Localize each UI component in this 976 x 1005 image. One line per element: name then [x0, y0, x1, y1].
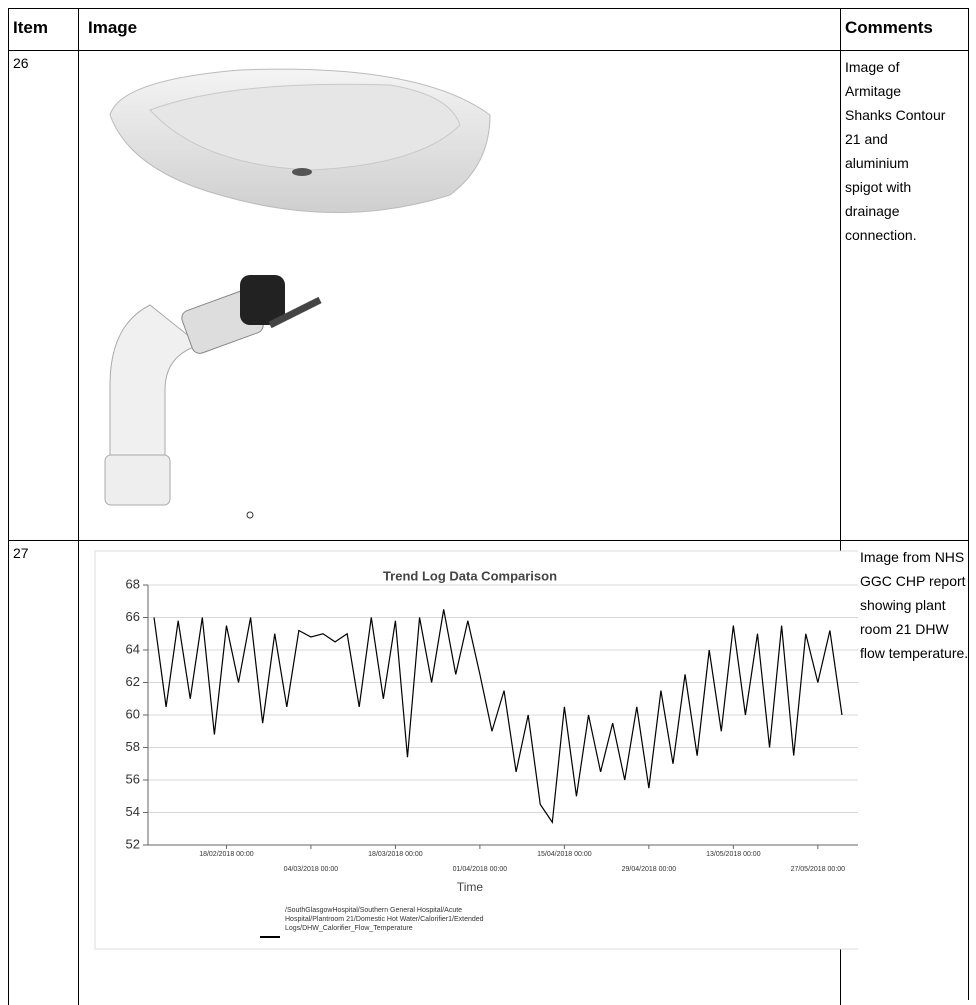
- table-border: [8, 8, 9, 1005]
- y-tick-label: 62: [126, 674, 140, 689]
- chart: Trend Log Data Comparison Time 52 54 56 58 6…: [94, 550, 858, 950]
- y-tick-label: 52: [126, 836, 140, 851]
- x-tick-label: 18/02/2018 00:00: [199, 851, 254, 858]
- x-tick-label: 15/04/2018 00:00: [537, 851, 592, 858]
- spigot-image: [104, 275, 322, 519]
- y-tick-label: 68: [126, 576, 140, 591]
- y-tick-label: 58: [126, 739, 140, 754]
- table-border: [8, 8, 968, 9]
- comment: Image of Armitage Shanks Contour 21 and …: [845, 59, 946, 243]
- header-cell: Image: [88, 18, 138, 37]
- y-tick-label: 64: [126, 641, 140, 656]
- y-tick-label: 54: [126, 804, 140, 819]
- table-border: [968, 8, 969, 1000]
- x-tick-label: 18/03/2018 00:00: [368, 851, 423, 858]
- comment: Image from NHS GGC CHP report showing pl…: [860, 549, 969, 661]
- item-number: 26: [13, 55, 29, 71]
- x-tick-label: 27/05/2018 00:00: [791, 866, 846, 873]
- data-line: [153, 609, 843, 824]
- legend-label: /SouthGlasgowHospital/Southern General H…: [285, 907, 484, 932]
- table-border: [78, 8, 79, 1005]
- x-tick-label: 01/04/2018 00:00: [453, 866, 508, 873]
- x-tick-label: 29/04/2018 00:00: [622, 866, 677, 873]
- table-border: [8, 50, 968, 51]
- header-cell: Comments: [845, 18, 933, 37]
- x-tick-label: 13/05/2018 00:00: [706, 851, 761, 858]
- sink-image: [109, 68, 491, 213]
- x-axis-label: Time: [457, 880, 484, 894]
- product-images: [104, 68, 491, 519]
- item-number: 27: [13, 545, 29, 561]
- x-tick-label: 04/03/2018 00:00: [284, 866, 339, 873]
- y-tick-label: 56: [126, 771, 140, 786]
- y-tick-label: 60: [126, 706, 140, 721]
- header-cell: Item: [13, 18, 48, 37]
- y-tick-label: 66: [126, 609, 140, 624]
- chart-title: Trend Log Data Comparison: [383, 568, 557, 583]
- table-border: [840, 8, 841, 1005]
- table-border: [8, 540, 968, 541]
